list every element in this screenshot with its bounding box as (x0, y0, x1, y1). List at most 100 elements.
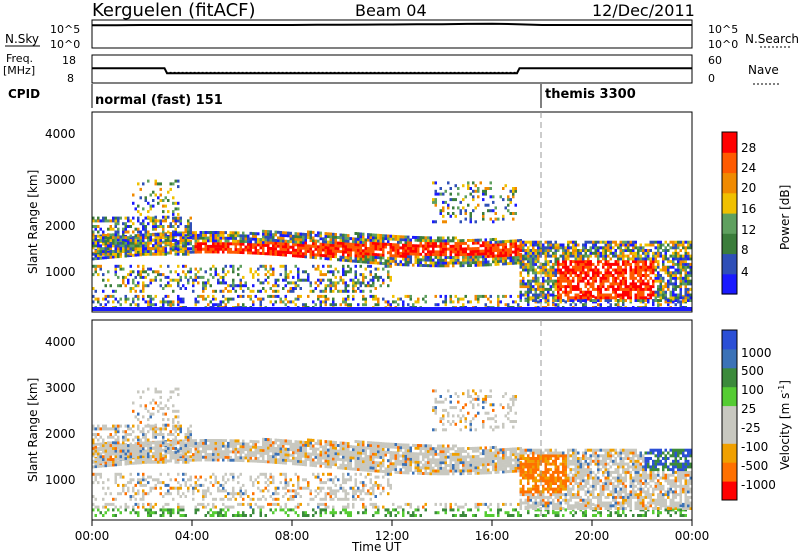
heatmap-cell (514, 203, 517, 207)
heatmap-cell (174, 409, 177, 413)
heatmap-cell (509, 307, 512, 311)
heatmap-cell (282, 239, 285, 243)
heatmap-cell (604, 293, 607, 297)
heatmap-cell (277, 284, 280, 288)
heatmap-cell (322, 245, 325, 249)
heatmap-cell (674, 243, 677, 247)
heatmap-cell (619, 285, 622, 289)
heatmap-cell (689, 296, 692, 300)
heatmap-cell (557, 293, 560, 297)
heatmap-cell (147, 233, 150, 237)
heatmap-cell (164, 492, 167, 496)
heatmap-cell (162, 412, 165, 416)
heatmap-cell (649, 249, 652, 252)
heatmap-cell (522, 254, 525, 258)
heatmap-cell (502, 307, 505, 311)
heatmap-cell (129, 458, 132, 461)
heatmap-cell (109, 244, 112, 248)
heatmap-cell (659, 240, 662, 244)
heatmap-cell (554, 285, 557, 289)
heatmap-cell (204, 231, 207, 234)
heatmap-cell (309, 284, 312, 288)
heatmap-cell (424, 247, 427, 251)
heatmap-cell (524, 265, 527, 269)
heatmap-cell (257, 232, 260, 236)
heatmap-cell (632, 260, 635, 264)
heatmap-cell (549, 285, 552, 289)
heatmap-cell (219, 300, 222, 304)
heatmap-cell (452, 244, 455, 248)
heatmap-cell (472, 195, 475, 199)
heatmap-cell (224, 307, 227, 311)
heatmap-cell (164, 247, 167, 251)
heatmap-cell (582, 243, 585, 247)
heatmap-cell (167, 307, 170, 311)
heatmap-cell (329, 257, 332, 261)
heatmap-cell (397, 303, 400, 307)
heatmap-cell (442, 247, 445, 251)
heatmap-cell (654, 254, 657, 258)
heatmap-cell (472, 198, 475, 202)
heatmap-cell (559, 262, 562, 266)
heatmap-cell (174, 270, 177, 274)
heatmap-cell (319, 273, 322, 277)
heatmap-cell (329, 264, 332, 268)
heatmap-cell (567, 307, 570, 311)
heatmap-cell (592, 307, 595, 311)
heatmap-cell (367, 281, 370, 285)
heatmap-cell (244, 237, 247, 241)
heatmap-cell (497, 297, 500, 301)
heatmap-cell (374, 287, 377, 290)
heatmap-cell (287, 281, 290, 285)
heatmap-cell (99, 511, 102, 515)
heatmap-cell (147, 452, 150, 456)
heatmap-cell (177, 387, 180, 391)
heatmap-cell (509, 294, 512, 298)
heatmap-cell (477, 195, 480, 199)
heatmap-cell (589, 265, 592, 269)
heatmap-cell (129, 303, 132, 307)
heatmap-cell (377, 261, 380, 265)
heatmap-cell (167, 190, 170, 194)
heatmap-cell (184, 241, 187, 245)
heatmap-cell (592, 287, 595, 291)
heatmap-cell (407, 294, 410, 298)
heatmap-cell (134, 294, 137, 298)
heatmap-cell (204, 270, 207, 274)
heatmap-cell (494, 240, 497, 244)
heatmap-cell (92, 244, 95, 248)
heatmap-cell (507, 253, 510, 257)
heatmap-cell (457, 253, 460, 257)
heatmap-cell (129, 247, 132, 251)
heatmap-cell (339, 239, 342, 242)
heatmap-cell (482, 214, 485, 218)
heatmap-cell (469, 212, 472, 215)
heatmap-cell (689, 282, 692, 286)
heatmap-cell (204, 287, 207, 290)
heatmap-cell (177, 244, 180, 248)
heatmap-cell (527, 254, 530, 258)
heatmap-cell (507, 262, 510, 266)
nsearch-label: N.Search (745, 32, 799, 46)
heatmap-cell (179, 508, 182, 512)
heatmap-cell (189, 250, 192, 254)
heatmap-cell (472, 255, 475, 259)
heatmap-cell (204, 247, 207, 251)
heatmap-cell (367, 258, 370, 262)
heatmap-cell (259, 300, 262, 304)
heatmap-cell (594, 265, 597, 269)
heatmap-cell (469, 307, 472, 311)
heatmap-cell (162, 227, 165, 231)
heatmap-cell (589, 282, 592, 286)
heatmap-cell (644, 303, 647, 307)
heatmap-cell (124, 230, 127, 234)
heatmap-cell (557, 243, 560, 247)
heatmap-cell (454, 244, 457, 248)
heatmap-cell (157, 478, 160, 482)
heatmap-cell (209, 284, 212, 288)
heatmap-cell (532, 299, 535, 302)
heatmap-cell (344, 297, 347, 301)
heatmap-cell (182, 233, 185, 237)
heatmap-cell (132, 452, 135, 456)
heatmap-cell (549, 307, 552, 311)
